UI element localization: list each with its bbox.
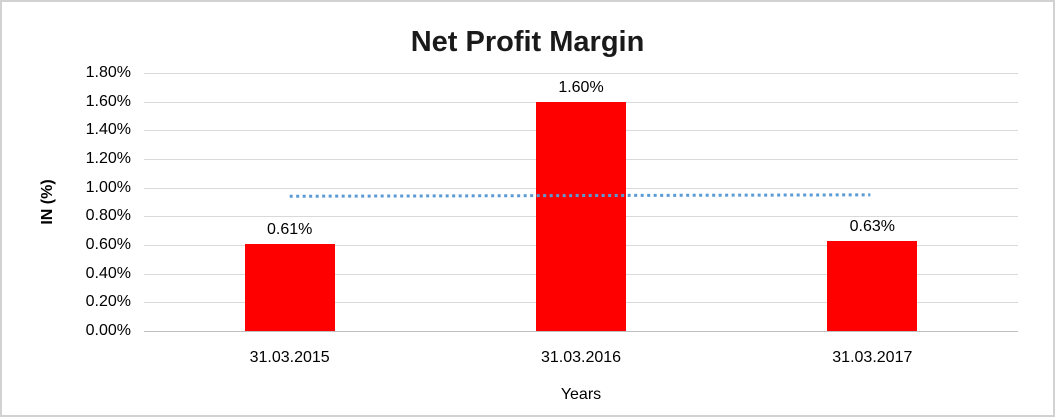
y-tick-label: 0.60% [85, 236, 131, 253]
y-tick-label: 0.40% [85, 264, 131, 282]
data-label: 0.63% [849, 217, 896, 235]
x-category-label: 31.03.2015 [249, 349, 330, 366]
y-axis-title: IN (%) [39, 179, 56, 225]
data-label: 0.61% [266, 220, 313, 238]
x-category-label: 31.03.2016 [540, 349, 622, 366]
bar-31.03.2017 [827, 240, 918, 331]
y-tick-label: 0.00% [85, 322, 131, 339]
y-tick-label: 1.60% [85, 92, 131, 110]
bar-31.03.2015 [244, 243, 335, 331]
y-tick-label: 1.80% [85, 64, 131, 81]
y-tick-label: 1.20% [85, 150, 131, 167]
y-tick-label: 1.00% [85, 178, 131, 196]
y-tick-label: 0.80% [85, 207, 131, 225]
x-axis-title: Years [560, 386, 602, 403]
y-tick-label: 0.20% [85, 293, 131, 311]
y-tick-label: 1.40% [85, 121, 131, 139]
data-label: 1.60% [558, 78, 604, 96]
chart-title: Net Profit Margin [410, 26, 645, 58]
y-gridline [144, 73, 1018, 74]
x-axis-line [144, 331, 1018, 332]
x-category-label: 31.03.2017 [832, 349, 913, 366]
bar-31.03.2016 [536, 101, 626, 331]
